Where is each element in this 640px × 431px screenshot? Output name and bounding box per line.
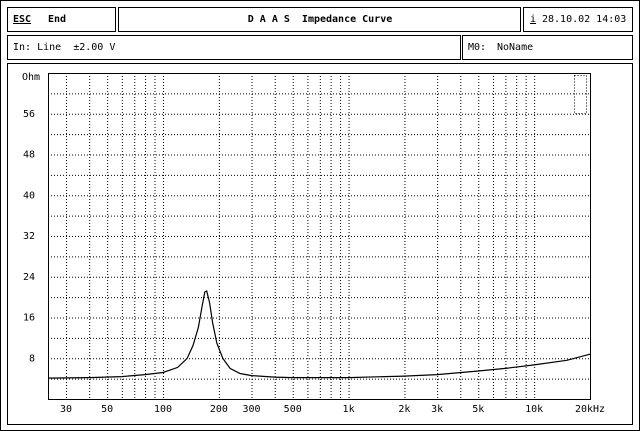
x-tick-label: 2k xyxy=(398,404,410,415)
y-tick-label: 8 xyxy=(29,353,35,364)
y-tick-label: 24 xyxy=(23,272,35,283)
plot-frame xyxy=(7,63,633,425)
memory-name: NoName xyxy=(497,42,533,53)
info-key[interactable]: i xyxy=(530,14,536,25)
x-tick-label: 30 xyxy=(60,404,72,415)
memory-key[interactable]: M0: xyxy=(468,42,486,53)
y-tick-label: 16 xyxy=(23,313,35,324)
title-box xyxy=(118,7,521,32)
scale-icon xyxy=(574,75,587,114)
y-tick-label: Ohm xyxy=(22,72,40,83)
esc-key[interactable]: ESC xyxy=(13,14,31,25)
x-tick-label: 50 xyxy=(101,404,113,415)
x-tick-label: 20kHz xyxy=(575,404,605,415)
datetime: 28.10.02 14:03 xyxy=(542,14,626,25)
x-tick-label: 100 xyxy=(154,404,172,415)
y-tick-label: 40 xyxy=(23,190,35,201)
esc-action[interactable]: End xyxy=(48,14,66,25)
title: D A A S Impedance Curve xyxy=(248,14,393,25)
y-tick-label: 48 xyxy=(23,150,35,161)
impedance-curve xyxy=(47,290,591,379)
x-tick-label: 10k xyxy=(525,404,543,415)
x-tick-label: 200 xyxy=(210,404,228,415)
x-tick-label: 1k xyxy=(343,404,355,415)
x-tick-label: 300 xyxy=(243,404,261,415)
input-box xyxy=(7,35,461,60)
y-tick-label: 32 xyxy=(23,231,35,242)
memory-box[interactable] xyxy=(462,35,633,60)
y-tick-label: 56 xyxy=(23,109,35,120)
input-setting: In: Line ±2.00 V xyxy=(13,42,115,53)
x-tick-label: 3k xyxy=(431,404,443,415)
info-box[interactable] xyxy=(523,7,633,32)
x-tick-label: 500 xyxy=(284,404,302,415)
esc-button[interactable] xyxy=(7,7,116,32)
x-tick-label: 5k xyxy=(472,404,484,415)
